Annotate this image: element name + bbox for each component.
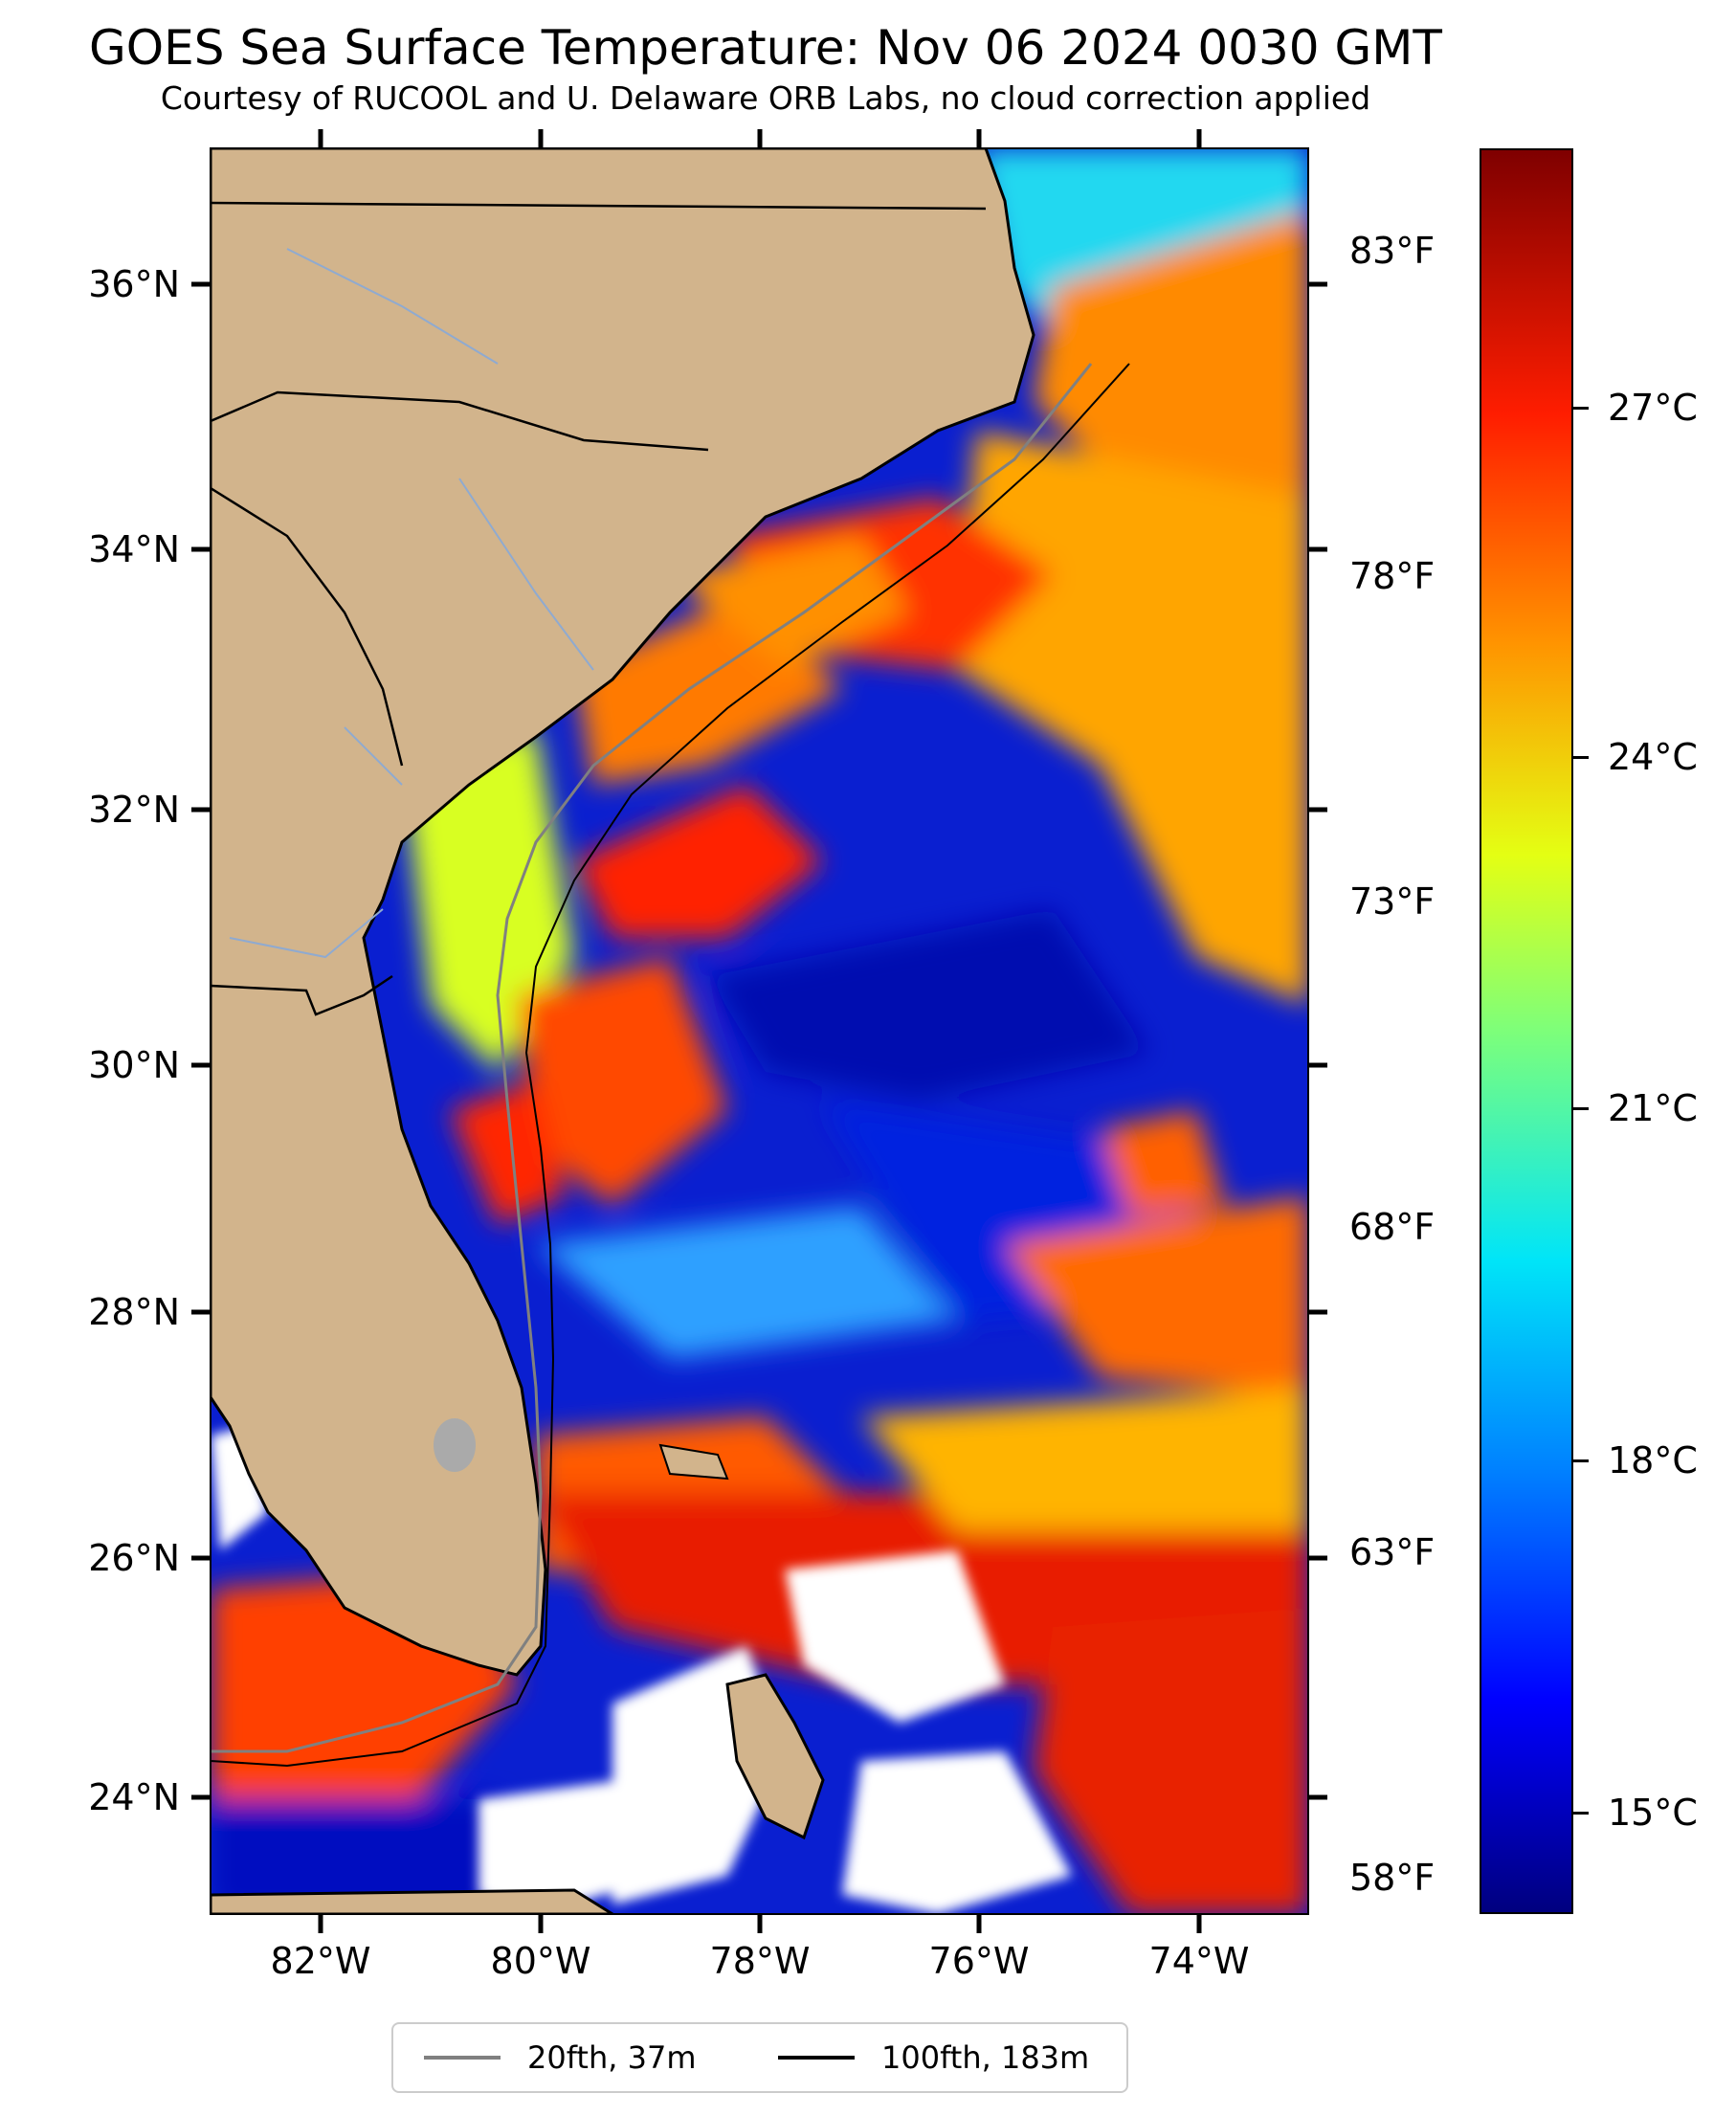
f-label-83: 83°F	[1349, 230, 1436, 272]
colorbar-tick	[1573, 407, 1589, 410]
cloud-mask	[211, 1426, 1072, 1914]
lon-label-74: 74°W	[1148, 1940, 1250, 1982]
lat-label-26: 26°N	[88, 1537, 180, 1579]
f-label-58: 58°F	[1349, 1857, 1436, 1899]
lon-label-76: 76°W	[928, 1940, 1030, 1982]
lon-label-80: 80°W	[490, 1940, 591, 1982]
legend-item-20fth: 20fth, 37m	[424, 2038, 696, 2078]
f-label-73: 73°F	[1349, 880, 1436, 923]
c-label-27: 27°C	[1608, 387, 1698, 429]
lat-label-28: 28°N	[88, 1291, 180, 1333]
f-label-63: 63°F	[1349, 1531, 1436, 1573]
chart-subtitle: Courtesy of RUCOOL and U. Delaware ORB L…	[160, 79, 1371, 117]
bahamas-grand	[658, 1443, 729, 1481]
legend-label-100fth: 100fth, 183m	[881, 2039, 1090, 2076]
lon-label-82: 82°W	[270, 1940, 371, 1982]
legend-label-20fth: 20fth, 37m	[527, 2039, 697, 2076]
lat-label-30: 30°N	[88, 1044, 180, 1086]
legend-line-gray	[424, 2056, 501, 2060]
lat-label-32: 32°N	[88, 789, 180, 831]
colorbar-tick	[1573, 1812, 1589, 1815]
c-label-21: 21°C	[1608, 1087, 1698, 1129]
legend-item-100fth: 100fth, 183m	[778, 2038, 1089, 2078]
colorbar-tick	[1573, 1459, 1589, 1462]
legend-line-black	[778, 2056, 855, 2060]
c-label-15: 15°C	[1608, 1792, 1698, 1834]
legend: 20fth, 37m 100fth, 183m	[391, 2022, 1128, 2093]
bahamas-andros	[725, 1673, 825, 1840]
us-land	[211, 148, 1035, 1677]
lat-label-36: 36°N	[88, 263, 180, 305]
cuba-land	[211, 1888, 615, 1914]
axis-ticks	[191, 129, 1327, 1933]
f-label-78: 78°F	[1349, 555, 1436, 597]
c-label-24: 24°C	[1608, 736, 1698, 778]
colorbar-tick	[1573, 1107, 1589, 1110]
colorbar-tick	[1573, 756, 1589, 759]
chart-title: GOES Sea Surface Temperature: Nov 06 202…	[89, 20, 1442, 76]
sst-field	[211, 148, 1308, 1914]
state-borders	[211, 201, 987, 1016]
rivers	[229, 248, 594, 959]
isobath-100fth	[211, 363, 1130, 1768]
lat-label-34: 34°N	[88, 528, 180, 570]
c-label-18: 18°C	[1608, 1439, 1698, 1481]
isobath-20fth	[211, 363, 1093, 1753]
lat-label-24: 24°N	[88, 1776, 180, 1818]
f-label-68: 68°F	[1349, 1206, 1436, 1248]
lake-okeechobee	[434, 1418, 476, 1472]
lon-label-78: 78°W	[709, 1940, 811, 1982]
colorbar	[1480, 148, 1573, 1914]
